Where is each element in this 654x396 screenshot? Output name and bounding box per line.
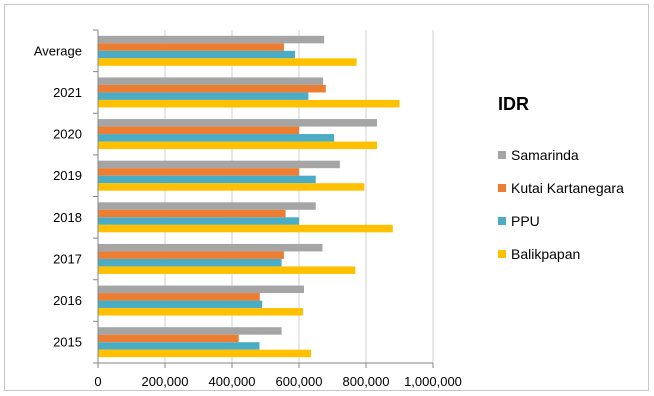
bar: [98, 127, 299, 135]
x-tick-labels: 0 200,000 400,000 600,000 800,000 1,000,000: [94, 374, 462, 389]
legend: IDR Samarinda Kutai Kartanegara PPU Balikpa…: [498, 94, 624, 262]
bar: [98, 308, 303, 316]
bar: [98, 327, 282, 335]
legend-label: Balikpapan: [511, 246, 580, 262]
bar: [98, 301, 262, 309]
bar: [98, 293, 260, 301]
bar: [98, 161, 340, 169]
bar: [98, 244, 322, 252]
y-tick-label: 2018: [53, 210, 82, 225]
bar: [98, 168, 299, 176]
bar: [98, 266, 355, 274]
y-tick-label: Average: [34, 43, 82, 58]
bar: [98, 210, 286, 218]
bar: [98, 77, 323, 85]
bar: [98, 51, 295, 59]
bar: [98, 85, 326, 93]
bar: [98, 100, 400, 108]
legend-label: Kutai Kartanegara: [511, 180, 624, 196]
bar: [98, 217, 299, 225]
legend-label: PPU: [511, 213, 540, 229]
bar: [98, 183, 364, 191]
bar: [98, 58, 357, 66]
x-tick-label: 800,000: [343, 374, 390, 389]
bar: [98, 119, 377, 127]
bar: [98, 342, 259, 350]
x-tick-label: 1,000,000: [404, 374, 462, 389]
bar: [98, 259, 282, 267]
legend-swatch: [498, 217, 506, 225]
bar: [98, 176, 316, 184]
y-tick-label: 2021: [53, 85, 82, 100]
legend-swatch: [498, 250, 506, 258]
x-tick-label: 200,000: [142, 374, 189, 389]
bar: [98, 335, 239, 343]
bar: [98, 142, 377, 150]
bar: [98, 43, 284, 51]
x-tick-label: 0: [94, 374, 101, 389]
bars: [98, 36, 400, 357]
x-tick-label: 400,000: [209, 374, 256, 389]
bar: [98, 36, 324, 44]
bar: [98, 92, 308, 100]
bar: [98, 286, 304, 294]
bar: [98, 225, 393, 233]
y-tick-label: 2016: [53, 293, 82, 308]
y-tick-labels: 2015 2016 2017 2018 2019 2020 2021 Average: [34, 43, 82, 349]
x-tick-label: 600,000: [276, 374, 323, 389]
legend-swatch: [498, 151, 506, 159]
y-tick-label: 2015: [53, 335, 82, 350]
bar: [98, 251, 284, 259]
bar: [98, 350, 311, 358]
y-tick-label: 2020: [53, 127, 82, 142]
y-tick-label: 2019: [53, 168, 82, 183]
bar: [98, 202, 316, 210]
legend-swatch: [498, 184, 506, 192]
legend-title: IDR: [498, 94, 529, 114]
bar: [98, 134, 334, 142]
legend-label: Samarinda: [511, 147, 579, 163]
y-tick-label: 2017: [53, 251, 82, 266]
